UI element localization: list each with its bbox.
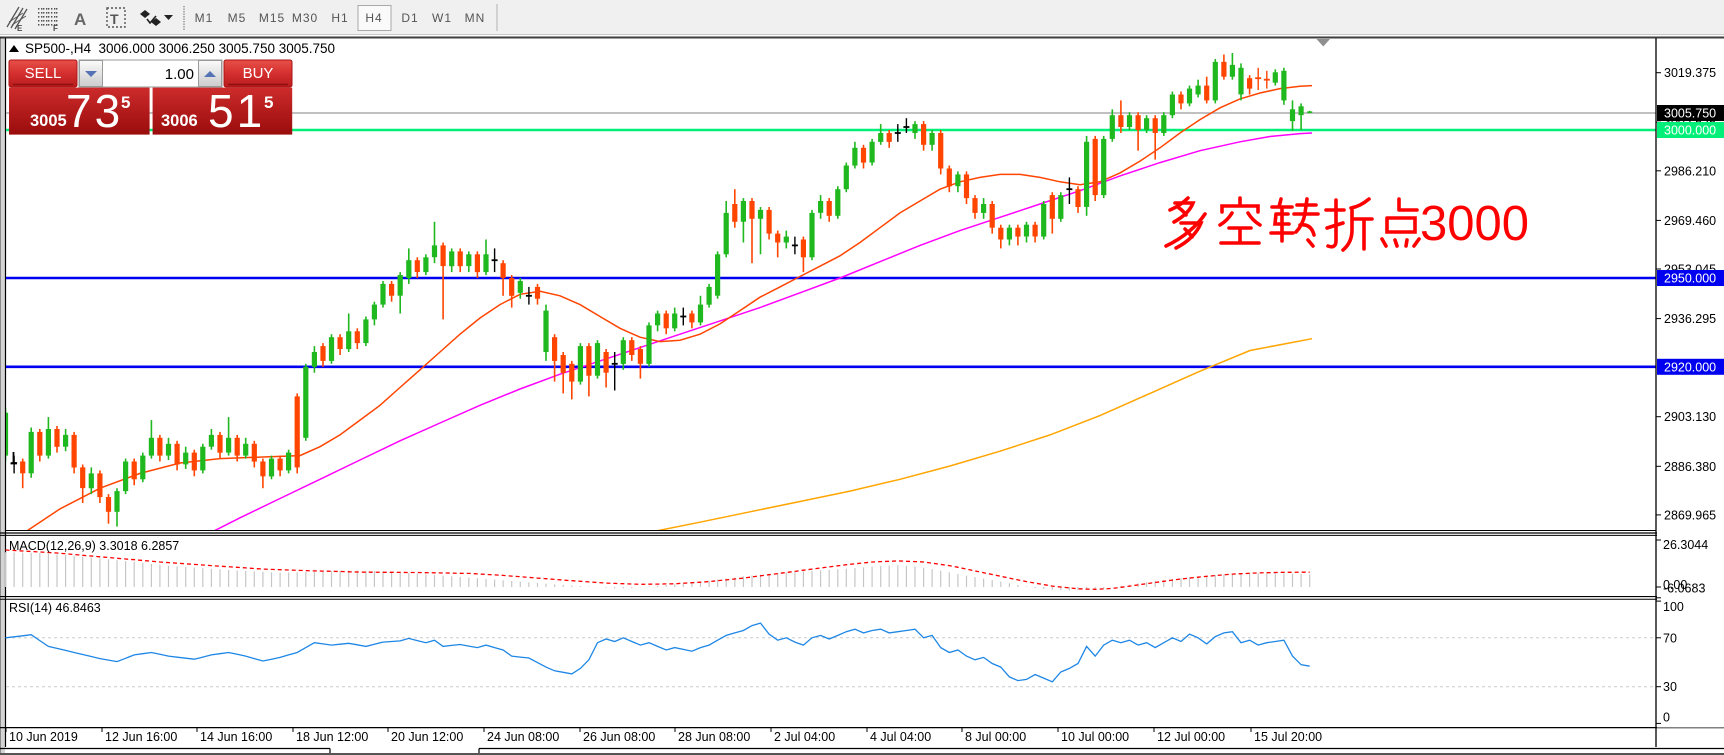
- svg-text:14 Jun 16:00: 14 Jun 16:00: [200, 730, 272, 744]
- svg-text:5: 5: [121, 93, 130, 112]
- svg-text:15 Jul 20:00: 15 Jul 20:00: [1254, 730, 1322, 744]
- svg-text:100: 100: [1663, 600, 1684, 614]
- svg-text:26.3044: 26.3044: [1663, 538, 1708, 552]
- svg-text:M30: M30: [292, 11, 318, 25]
- svg-text:4 Jul 04:00: 4 Jul 04:00: [870, 730, 931, 744]
- svg-text:2 Jul 04:00: 2 Jul 04:00: [774, 730, 835, 744]
- svg-text:W1: W1: [432, 11, 452, 25]
- svg-text:18 Jun 12:00: 18 Jun 12:00: [296, 730, 368, 744]
- svg-text:H1: H1: [331, 11, 348, 25]
- svg-text:BUY: BUY: [243, 65, 274, 82]
- svg-text:3000.000: 3000.000: [1664, 124, 1716, 138]
- svg-text:12 Jul 00:00: 12 Jul 00:00: [1157, 730, 1225, 744]
- svg-text:51: 51: [208, 85, 265, 137]
- svg-text:5: 5: [264, 93, 273, 112]
- svg-text:E: E: [17, 24, 23, 33]
- svg-text:2950.000: 2950.000: [1664, 272, 1716, 286]
- svg-text:-6.0683: -6.0683: [1663, 582, 1705, 596]
- svg-text:8 Jul 00:00: 8 Jul 00:00: [965, 730, 1026, 744]
- svg-text:73: 73: [66, 85, 123, 137]
- svg-text:MN: MN: [465, 11, 486, 25]
- svg-text:30: 30: [1663, 680, 1677, 694]
- svg-text:2886.380: 2886.380: [1664, 460, 1716, 474]
- svg-text:2969.460: 2969.460: [1664, 214, 1716, 228]
- svg-text:M5: M5: [228, 11, 247, 25]
- svg-text:2869.965: 2869.965: [1664, 508, 1716, 522]
- svg-text:10 Jul 00:00: 10 Jul 00:00: [1061, 730, 1129, 744]
- svg-text:A: A: [74, 10, 86, 29]
- svg-text:M1: M1: [195, 11, 214, 25]
- svg-text:MACD(12,26,9) 3.3018 6.2857: MACD(12,26,9) 3.3018 6.2857: [9, 539, 179, 553]
- svg-text:3005.750: 3005.750: [1664, 107, 1716, 121]
- svg-text:28 Jun 08:00: 28 Jun 08:00: [678, 730, 750, 744]
- svg-text:SELL: SELL: [25, 65, 62, 82]
- svg-text:H4: H4: [365, 11, 382, 25]
- svg-text:SP500-,H4 3006.000 3006.250 3: SP500-,H4 3006.000 3006.250 3005.750 300…: [25, 41, 335, 56]
- svg-text:0.00: 0.00: [1663, 578, 1687, 592]
- svg-text:26 Jun 08:00: 26 Jun 08:00: [583, 730, 655, 744]
- svg-text:M15: M15: [259, 11, 285, 25]
- svg-text:2903.130: 2903.130: [1664, 410, 1716, 424]
- svg-text:3005: 3005: [30, 112, 67, 130]
- svg-text:F: F: [53, 24, 58, 33]
- svg-text:D1: D1: [401, 11, 418, 25]
- svg-text:10 Jun 2019: 10 Jun 2019: [9, 730, 78, 744]
- svg-text:12 Jun 16:00: 12 Jun 16:00: [105, 730, 177, 744]
- svg-text:T: T: [110, 11, 119, 27]
- svg-text:2920.000: 2920.000: [1664, 360, 1716, 374]
- svg-text:2986.210: 2986.210: [1664, 164, 1716, 178]
- svg-text:3000: 3000: [1420, 197, 1529, 251]
- svg-text:2936.295: 2936.295: [1664, 312, 1716, 326]
- svg-text:24 Jun 08:00: 24 Jun 08:00: [487, 730, 559, 744]
- svg-text:1.00: 1.00: [165, 66, 194, 83]
- svg-text:0: 0: [1663, 710, 1670, 724]
- svg-text:RSI(14) 46.8463: RSI(14) 46.8463: [9, 601, 101, 615]
- svg-text:3006: 3006: [161, 112, 198, 130]
- svg-text:20 Jun 12:00: 20 Jun 12:00: [391, 730, 463, 744]
- svg-text:3019.375: 3019.375: [1664, 66, 1716, 80]
- svg-text:70: 70: [1663, 631, 1677, 645]
